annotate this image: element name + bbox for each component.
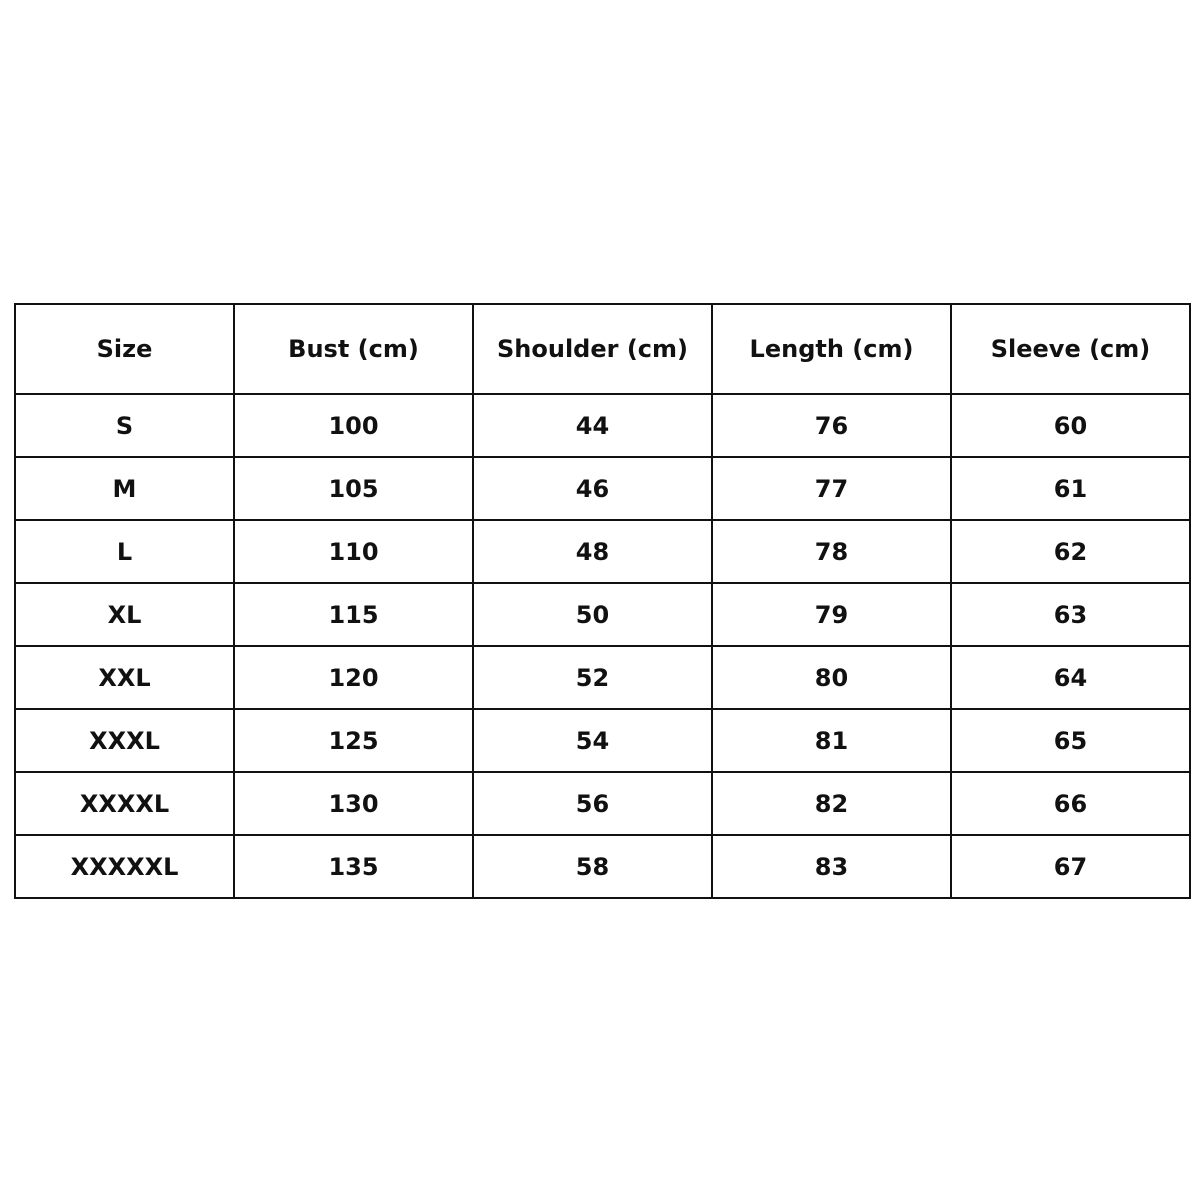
measurement-cell: 60 (950, 393, 1191, 458)
measurement-cell: 50 (472, 582, 713, 647)
measurement-cell: 125 (233, 708, 474, 773)
table-row: XL 115 50 79 63 (14, 582, 1191, 647)
measurement-cell: 61 (950, 456, 1191, 521)
measurement-cell: 67 (950, 834, 1191, 899)
size-cell: XXXL (14, 708, 235, 773)
measurement-cell: 64 (950, 645, 1191, 710)
size-cell: S (14, 393, 235, 458)
measurement-cell: 79 (711, 582, 952, 647)
header-row: Size Bust (cm) Shoulder (cm) Length (cm) Sle… (14, 303, 1191, 395)
measurement-cell: 135 (233, 834, 474, 899)
measurement-cell: 105 (233, 456, 474, 521)
measurement-cell: 44 (472, 393, 713, 458)
column-header: Length (cm) (711, 303, 952, 395)
measurement-cell: 56 (472, 771, 713, 836)
measurement-cell: 80 (711, 645, 952, 710)
measurement-cell: 76 (711, 393, 952, 458)
column-header: Size (14, 303, 235, 395)
measurement-cell: 115 (233, 582, 474, 647)
measurement-cell: 62 (950, 519, 1191, 584)
measurement-cell: 65 (950, 708, 1191, 773)
measurement-cell: 83 (711, 834, 952, 899)
measurement-cell: 66 (950, 771, 1191, 836)
measurement-cell: 54 (472, 708, 713, 773)
measurement-cell: 78 (711, 519, 952, 584)
measurement-cell: 58 (472, 834, 713, 899)
measurement-cell: 46 (472, 456, 713, 521)
column-header: Bust (cm) (233, 303, 474, 395)
measurement-cell: 130 (233, 771, 474, 836)
measurement-cell: 63 (950, 582, 1191, 647)
table-row: L 110 48 78 62 (14, 519, 1191, 584)
table-row: XXXXL 130 56 82 66 (14, 771, 1191, 836)
table-row: XXL 120 52 80 64 (14, 645, 1191, 710)
measurement-cell: 100 (233, 393, 474, 458)
measurement-cell: 48 (472, 519, 713, 584)
measurement-cell: 81 (711, 708, 952, 773)
size-cell: XXXXL (14, 771, 235, 836)
table-row: M 105 46 77 61 (14, 456, 1191, 521)
measurement-cell: 52 (472, 645, 713, 710)
size-cell: L (14, 519, 235, 584)
measurement-cell: 110 (233, 519, 474, 584)
size-cell: M (14, 456, 235, 521)
size-chart-table: Size Bust (cm) Shoulder (cm) Length (cm) Sle… (14, 303, 1191, 899)
measurement-cell: 77 (711, 456, 952, 521)
measurement-cell: 120 (233, 645, 474, 710)
column-header: Sleeve (cm) (950, 303, 1191, 395)
column-header: Shoulder (cm) (472, 303, 713, 395)
size-cell: XXXXXL (14, 834, 235, 899)
measurement-cell: 82 (711, 771, 952, 836)
size-cell: XL (14, 582, 235, 647)
table-row: XXXXXL 135 58 83 67 (14, 834, 1191, 899)
size-cell: XXL (14, 645, 235, 710)
table-row: S 100 44 76 60 (14, 393, 1191, 458)
table-row: XXXL 125 54 81 65 (14, 708, 1191, 773)
